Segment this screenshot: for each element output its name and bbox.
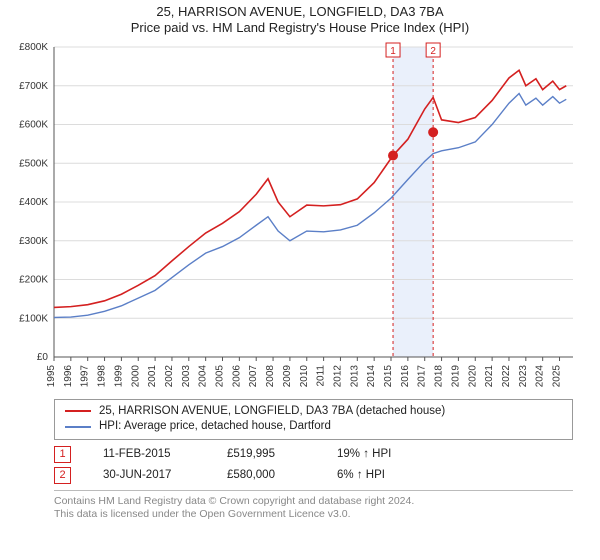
legend-label-1: 25, HARRISON AVENUE, LONGFIELD, DA3 7BA … xyxy=(99,404,445,420)
svg-text:2023: 2023 xyxy=(518,364,529,387)
line-chart: £0 £100K £200K £300K £400K £500K £600K £700K £80… xyxy=(0,37,600,397)
svg-text:2002: 2002 xyxy=(164,364,175,387)
svg-text:2012: 2012 xyxy=(332,364,343,387)
svg-text:1996: 1996 xyxy=(63,364,74,387)
svg-text:£800K: £800K xyxy=(19,42,48,53)
svg-text:2021: 2021 xyxy=(484,364,495,387)
svg-text:2008: 2008 xyxy=(265,364,276,387)
marker-badge-1: 1 xyxy=(54,446,71,463)
footer-line-1: Contains HM Land Registry data © Crown c… xyxy=(54,495,573,509)
svg-text:2: 2 xyxy=(430,46,436,57)
marker-price-2: £580,000 xyxy=(227,469,305,481)
svg-text:1997: 1997 xyxy=(80,364,91,387)
svg-text:2007: 2007 xyxy=(248,364,259,387)
chart-container: £0 £100K £200K £300K £400K £500K £600K £700K £80… xyxy=(0,37,600,397)
marker-badge-2: 2 xyxy=(54,467,71,484)
svg-text:1995: 1995 xyxy=(46,364,57,387)
title-line-2: Price paid vs. HM Land Registry's House … xyxy=(0,20,600,36)
svg-text:2024: 2024 xyxy=(535,364,546,387)
legend-swatch-blue xyxy=(65,426,91,428)
marker-date-2: 30-JUN-2017 xyxy=(103,469,195,481)
svg-text:2010: 2010 xyxy=(299,364,310,387)
svg-text:2006: 2006 xyxy=(231,364,242,387)
svg-text:2005: 2005 xyxy=(215,364,226,387)
svg-text:2015: 2015 xyxy=(383,364,394,387)
legend: 25, HARRISON AVENUE, LONGFIELD, DA3 7BA … xyxy=(54,399,573,440)
legend-swatch-red xyxy=(65,410,91,412)
svg-text:2014: 2014 xyxy=(366,364,377,387)
footer-line-2: This data is licensed under the Open Gov… xyxy=(54,508,573,522)
svg-text:1: 1 xyxy=(390,46,396,57)
svg-text:2019: 2019 xyxy=(450,364,461,387)
svg-text:£100K: £100K xyxy=(19,313,48,324)
svg-text:£400K: £400K xyxy=(19,197,48,208)
svg-text:2018: 2018 xyxy=(434,364,445,387)
svg-text:2013: 2013 xyxy=(349,364,360,387)
svg-text:2009: 2009 xyxy=(282,364,293,387)
footer: Contains HM Land Registry data © Crown c… xyxy=(54,490,573,522)
svg-text:£700K: £700K xyxy=(19,80,48,91)
svg-text:2000: 2000 xyxy=(130,364,141,387)
title-line-1: 25, HARRISON AVENUE, LONGFIELD, DA3 7BA xyxy=(0,4,600,20)
svg-text:2022: 2022 xyxy=(501,364,512,387)
sale-markers: 1 11-FEB-2015 £519,995 19% ↑ HPI 2 30-JU… xyxy=(54,446,573,484)
svg-text:£300K: £300K xyxy=(19,235,48,246)
svg-text:2025: 2025 xyxy=(552,364,563,387)
svg-text:2003: 2003 xyxy=(181,364,192,387)
marker-hpi-1: 19% ↑ HPI xyxy=(337,448,391,460)
sale-marker-1: 1 11-FEB-2015 £519,995 19% ↑ HPI xyxy=(54,446,573,463)
sale-marker-2: 2 30-JUN-2017 £580,000 6% ↑ HPI xyxy=(54,467,573,484)
svg-text:£200K: £200K xyxy=(19,274,48,285)
legend-item-1: 25, HARRISON AVENUE, LONGFIELD, DA3 7BA … xyxy=(65,404,562,420)
svg-text:2017: 2017 xyxy=(417,364,428,387)
svg-text:2011: 2011 xyxy=(316,364,327,386)
svg-text:£0: £0 xyxy=(37,352,49,363)
legend-item-2: HPI: Average price, detached house, Dart… xyxy=(65,419,562,435)
svg-text:2004: 2004 xyxy=(198,364,209,387)
marker-hpi-2: 6% ↑ HPI xyxy=(337,469,385,481)
svg-text:2016: 2016 xyxy=(400,364,411,387)
svg-text:2001: 2001 xyxy=(147,364,158,387)
chart-title-block: 25, HARRISON AVENUE, LONGFIELD, DA3 7BA … xyxy=(0,0,600,37)
svg-text:1998: 1998 xyxy=(97,364,108,387)
svg-text:1999: 1999 xyxy=(113,364,124,387)
marker-price-1: £519,995 xyxy=(227,448,305,460)
svg-text:£500K: £500K xyxy=(19,158,48,169)
svg-text:£600K: £600K xyxy=(19,119,48,130)
svg-text:2020: 2020 xyxy=(467,364,478,387)
marker-date-1: 11-FEB-2015 xyxy=(103,448,195,460)
legend-label-2: HPI: Average price, detached house, Dart… xyxy=(99,419,331,435)
